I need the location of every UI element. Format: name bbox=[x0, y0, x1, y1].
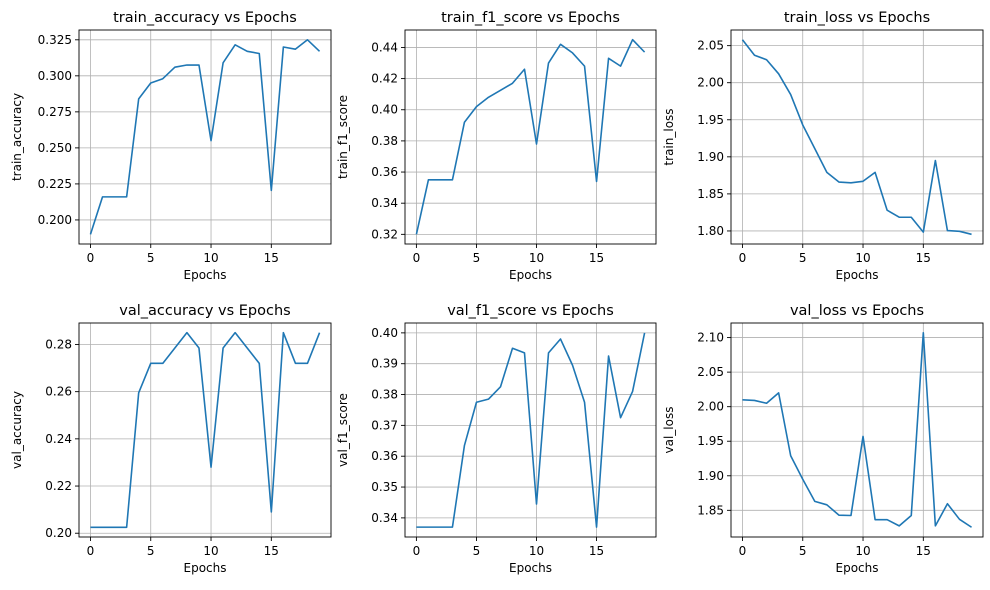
y-axis-label: train_loss bbox=[662, 108, 676, 165]
x-tick-label: 10 bbox=[203, 251, 218, 265]
y-axis-label: val_f1_score bbox=[336, 393, 350, 467]
chart-title: val_loss vs Epochs bbox=[790, 303, 924, 319]
x-axis-label: Epochs bbox=[836, 268, 879, 282]
chart-panel-3: 0 5 10 15 0.20 0.22 0.24 0.26 0.28 val_accuracy v… bbox=[10, 303, 332, 575]
x-tick-label: 5 bbox=[147, 544, 155, 558]
y-tick-label: 0.32 bbox=[371, 227, 398, 241]
y-tick-label: 0.39 bbox=[371, 357, 398, 371]
y-tick-label: 1.90 bbox=[697, 469, 724, 483]
y-tick-label: 0.38 bbox=[371, 388, 398, 402]
x-axis-label: Epochs bbox=[184, 268, 227, 282]
y-tick-label: 0.37 bbox=[371, 418, 398, 432]
series-line bbox=[90, 331, 321, 529]
y-tick-label: 2.10 bbox=[697, 331, 724, 345]
y-tick-label: 0.42 bbox=[371, 72, 398, 86]
x-tick-label: 5 bbox=[147, 251, 155, 265]
y-tick-label: 0.44 bbox=[371, 40, 398, 54]
y-axis-label: train_f1_score bbox=[336, 95, 350, 179]
series-line bbox=[741, 39, 972, 236]
axes-frame bbox=[78, 322, 332, 538]
y-tick-label: 2.05 bbox=[697, 365, 724, 379]
y-axis-label: val_accuracy bbox=[10, 391, 24, 469]
axes-frame bbox=[404, 29, 657, 245]
chart-panel-1: 0 5 10 15 0.32 0.34 0.36 0.38 0.40 0.42 0.44 train_… bbox=[336, 10, 657, 282]
x-axis-label: Epochs bbox=[836, 561, 879, 575]
y-tick-label: 0.38 bbox=[371, 134, 398, 148]
axes-frame bbox=[404, 322, 657, 538]
y-tick-label: 2.00 bbox=[697, 76, 724, 90]
y-tick-label: 1.80 bbox=[697, 224, 724, 238]
x-tick-label: 0 bbox=[739, 251, 747, 265]
y-tick-label: 0.40 bbox=[371, 326, 398, 340]
y-tick-label: 2.00 bbox=[697, 400, 724, 414]
y-tick-label: 0.34 bbox=[371, 511, 398, 525]
y-tick-label: 0.34 bbox=[371, 196, 398, 210]
x-tick-label: 0 bbox=[87, 544, 95, 558]
y-tick-label: 0.26 bbox=[45, 385, 72, 399]
x-tick-label: 10 bbox=[529, 544, 544, 558]
y-tick-label: 0.24 bbox=[45, 432, 72, 446]
series-line bbox=[89, 38, 321, 235]
chart-panel-4: 0 5 10 15 0.34 0.35 0.36 0.37 0.38 0.39 0.40 val_f1… bbox=[336, 303, 657, 575]
y-axis-label: train_accuracy bbox=[10, 93, 24, 181]
y-tick-label: 0.36 bbox=[371, 165, 398, 179]
chart-panel-2: 0 5 10 15 1.80 1.85 1.90 1.95 2.00 2.05 train_loss… bbox=[662, 10, 984, 282]
x-axis-label: Epochs bbox=[184, 561, 227, 575]
x-tick-label: 5 bbox=[473, 251, 481, 265]
y-tick-label: 0.28 bbox=[45, 337, 72, 351]
y-tick-label: 1.95 bbox=[697, 434, 724, 448]
x-tick-label: 10 bbox=[529, 251, 544, 265]
x-tick-label: 0 bbox=[87, 251, 95, 265]
y-tick-label: 0.250 bbox=[38, 141, 72, 155]
chart-panel-5: 0 5 10 15 1.85 1.90 1.95 2.00 2.05 2.10 val_loss v… bbox=[662, 303, 984, 575]
chart-panel-0: 0 5 10 15 0.200 0.225 0.250 0.275 0.300 0.325 trai… bbox=[10, 10, 332, 282]
y-axis-label: val_loss bbox=[662, 407, 676, 454]
chart-title: val_accuracy vs Epochs bbox=[119, 303, 290, 319]
y-tick-label: 0.200 bbox=[38, 213, 72, 227]
series-line bbox=[416, 332, 646, 528]
chart-title: train_loss vs Epochs bbox=[784, 10, 930, 26]
x-tick-label: 10 bbox=[855, 544, 870, 558]
y-tick-label: 0.325 bbox=[38, 33, 72, 47]
chart-title: train_f1_score vs Epochs bbox=[441, 10, 620, 26]
y-tick-label: 0.35 bbox=[371, 480, 398, 494]
x-tick-label: 0 bbox=[413, 544, 421, 558]
y-tick-label: 1.95 bbox=[697, 113, 724, 127]
y-tick-label: 0.20 bbox=[45, 526, 72, 540]
y-tick-label: 1.90 bbox=[697, 150, 724, 164]
x-tick-label: 0 bbox=[739, 544, 747, 558]
x-tick-label: 0 bbox=[413, 251, 421, 265]
y-tick-label: 0.22 bbox=[45, 479, 72, 493]
x-tick-label: 10 bbox=[855, 251, 870, 265]
chart-title: train_accuracy vs Epochs bbox=[113, 10, 297, 26]
x-axis-label: Epochs bbox=[509, 268, 552, 282]
series-line bbox=[742, 331, 972, 528]
y-tick-label: 1.85 bbox=[697, 503, 724, 517]
x-tick-label: 15 bbox=[589, 544, 604, 558]
y-tick-label: 2.05 bbox=[697, 39, 724, 53]
x-tick-label: 5 bbox=[473, 544, 481, 558]
x-tick-label: 15 bbox=[916, 251, 931, 265]
y-tick-label: 1.85 bbox=[697, 187, 724, 201]
series-line bbox=[415, 38, 646, 235]
y-tick-label: 0.300 bbox=[38, 69, 72, 83]
chart-title: val_f1_score vs Epochs bbox=[447, 303, 614, 319]
x-tick-label: 15 bbox=[916, 544, 931, 558]
x-tick-label: 15 bbox=[589, 251, 604, 265]
x-tick-label: 10 bbox=[203, 544, 218, 558]
x-tick-label: 5 bbox=[799, 544, 807, 558]
x-axis-label: Epochs bbox=[509, 561, 552, 575]
axes-frame bbox=[730, 29, 984, 245]
y-tick-label: 0.40 bbox=[371, 103, 398, 117]
y-tick-label: 0.225 bbox=[38, 177, 72, 191]
y-tick-label: 0.36 bbox=[371, 449, 398, 463]
y-tick-label: 0.275 bbox=[38, 105, 72, 119]
axes-frame bbox=[78, 29, 332, 245]
x-tick-label: 15 bbox=[264, 251, 279, 265]
x-tick-label: 15 bbox=[264, 544, 279, 558]
axes-frame bbox=[730, 322, 984, 538]
x-tick-label: 5 bbox=[799, 251, 807, 265]
